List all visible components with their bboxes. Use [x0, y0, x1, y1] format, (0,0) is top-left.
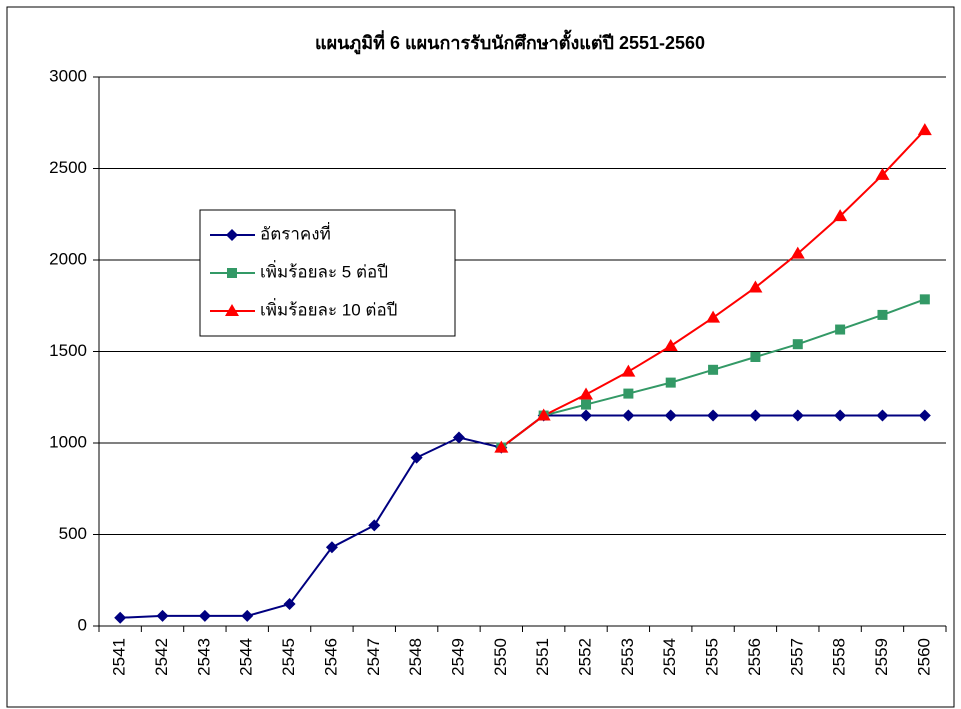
marker — [622, 409, 635, 422]
marker — [579, 387, 594, 400]
marker — [664, 409, 677, 422]
marker — [114, 611, 127, 624]
marker — [835, 324, 846, 335]
marker — [663, 339, 678, 352]
x-tick-label: 2544 — [237, 638, 256, 676]
x-tick-label: 2557 — [787, 638, 806, 676]
y-tick-label: 2500 — [49, 158, 87, 177]
marker — [452, 431, 465, 444]
marker — [919, 294, 930, 305]
marker — [790, 246, 805, 259]
marker — [623, 388, 634, 399]
legend-label: เพิ่มร้อยละ 5 ต่อปี — [260, 259, 388, 281]
x-tick-label: 2551 — [533, 638, 552, 676]
y-tick-label: 2000 — [49, 249, 87, 268]
marker — [536, 408, 551, 421]
x-tick-label: 2545 — [279, 638, 298, 676]
x-tick-label: 2547 — [364, 638, 383, 676]
marker — [665, 377, 676, 388]
legend: อัตราคงที่เพิ่มร้อยละ 5 ต่อปีเพิ่มร้อยละ… — [199, 209, 456, 337]
x-tick-label: 2542 — [152, 638, 171, 676]
marker — [833, 209, 848, 222]
x-tick-label: 2553 — [618, 638, 637, 676]
x-tick-label: 2541 — [110, 638, 129, 676]
marker — [580, 409, 593, 422]
legend-marker — [226, 229, 238, 241]
x-tick-label: 2555 — [703, 638, 722, 676]
legend-marker — [227, 268, 237, 278]
marker — [749, 409, 762, 422]
legend-marker — [225, 304, 239, 316]
marker — [283, 598, 296, 611]
marker — [368, 519, 381, 532]
x-tick-label: 2546 — [321, 638, 340, 676]
marker — [792, 339, 803, 350]
marker — [621, 364, 636, 377]
marker — [708, 364, 719, 375]
y-tick-label: 500 — [59, 524, 87, 543]
marker — [876, 409, 889, 422]
marker — [834, 409, 847, 422]
marker — [917, 123, 932, 136]
x-tick-label: 2560 — [914, 638, 933, 676]
marker — [325, 541, 338, 554]
marker — [581, 399, 592, 410]
marker — [875, 167, 890, 180]
legend-label: เพิ่มร้อยละ 10 ต่อปี — [260, 297, 397, 319]
x-tick-label: 2550 — [491, 638, 510, 676]
marker — [156, 609, 169, 622]
marker — [791, 409, 804, 422]
chart-title: แผนภูมิที่ 6 แผนการรับนักศึกษาตั้งแต่ปี … — [315, 29, 705, 55]
y-tick-label: 3000 — [49, 66, 87, 85]
x-tick-label: 2549 — [448, 638, 467, 676]
marker — [241, 609, 254, 622]
marker — [918, 409, 931, 422]
y-tick-label: 0 — [78, 615, 87, 634]
x-tick-label: 2559 — [872, 638, 891, 676]
marker — [494, 440, 509, 453]
x-tick-label: 2558 — [830, 638, 849, 676]
y-tick-label: 1500 — [49, 341, 87, 360]
marker — [198, 609, 211, 622]
x-tick-label: 2556 — [745, 638, 764, 676]
chart-frame — [6, 6, 955, 708]
marker — [748, 280, 763, 293]
marker — [707, 409, 720, 422]
marker — [706, 310, 721, 323]
marker — [877, 309, 888, 320]
x-tick-label: 2543 — [194, 638, 213, 676]
legend-label: อัตราคงที่ — [260, 221, 331, 243]
y-tick-label: 1000 — [49, 432, 87, 451]
marker — [750, 351, 761, 362]
x-tick-label: 2548 — [406, 638, 425, 676]
x-tick-label: 2554 — [660, 638, 679, 676]
x-tick-label: 2552 — [576, 638, 595, 676]
marker — [410, 451, 423, 464]
